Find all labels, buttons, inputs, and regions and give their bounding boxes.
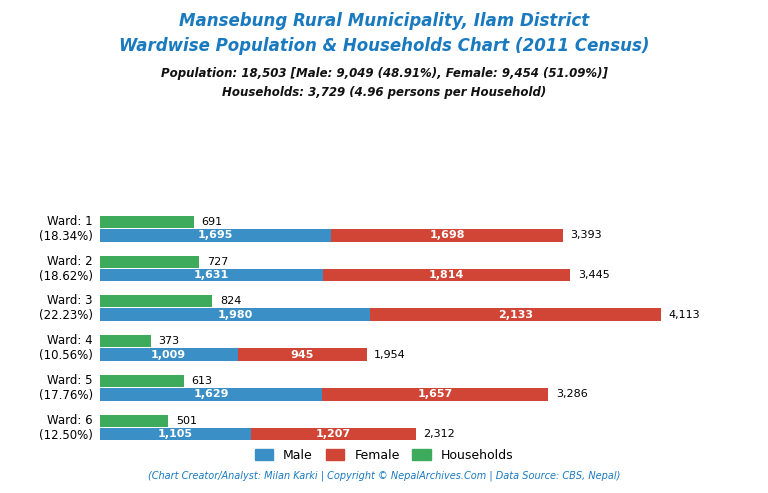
Text: 945: 945 xyxy=(290,350,314,359)
Text: 2,133: 2,133 xyxy=(498,310,533,320)
Bar xyxy=(100,269,323,282)
Text: 1,954: 1,954 xyxy=(374,350,406,359)
Text: 373: 373 xyxy=(158,336,180,346)
Bar xyxy=(370,309,661,321)
Bar xyxy=(323,388,548,401)
Text: 1,695: 1,695 xyxy=(198,230,233,241)
Text: 727: 727 xyxy=(207,256,228,267)
Text: 613: 613 xyxy=(191,376,212,386)
Bar xyxy=(237,348,366,361)
Text: 1,009: 1,009 xyxy=(151,350,187,359)
Text: 824: 824 xyxy=(220,296,241,306)
Text: Population: 18,503 [Male: 9,049 (48.91%), Female: 9,454 (51.09%)]: Population: 18,503 [Male: 9,049 (48.91%)… xyxy=(161,67,607,79)
Text: 2,312: 2,312 xyxy=(423,429,455,439)
Bar xyxy=(100,375,184,387)
Text: Wardwise Population & Households Chart (2011 Census): Wardwise Population & Households Chart (… xyxy=(119,37,649,55)
Text: 1,980: 1,980 xyxy=(217,310,253,320)
Text: 501: 501 xyxy=(176,416,197,425)
Bar xyxy=(100,388,323,401)
Text: 1,207: 1,207 xyxy=(316,429,351,439)
Bar xyxy=(100,348,237,361)
Bar xyxy=(100,309,370,321)
Text: 1,698: 1,698 xyxy=(429,230,465,241)
Bar xyxy=(100,428,250,440)
Text: 3,445: 3,445 xyxy=(578,270,610,280)
Bar xyxy=(100,295,212,307)
Text: 1,105: 1,105 xyxy=(157,429,193,439)
Bar xyxy=(100,335,151,347)
Text: Mansebung Rural Municipality, Ilam District: Mansebung Rural Municipality, Ilam Distr… xyxy=(179,12,589,31)
Bar xyxy=(331,229,563,242)
Legend: Male, Female, Households: Male, Female, Households xyxy=(250,444,518,467)
Bar xyxy=(100,216,194,228)
Text: 4,113: 4,113 xyxy=(669,310,700,320)
Text: 3,286: 3,286 xyxy=(556,389,588,399)
Text: 1,631: 1,631 xyxy=(194,270,229,280)
Bar xyxy=(323,269,570,282)
Text: 1,629: 1,629 xyxy=(194,389,229,399)
Text: 3,393: 3,393 xyxy=(571,230,602,241)
Text: Households: 3,729 (4.96 persons per Household): Households: 3,729 (4.96 persons per Hous… xyxy=(222,86,546,99)
Text: 1,657: 1,657 xyxy=(418,389,453,399)
Bar xyxy=(100,256,199,268)
Text: 1,814: 1,814 xyxy=(429,270,464,280)
Bar xyxy=(250,428,415,440)
Bar xyxy=(100,229,331,242)
Bar xyxy=(100,415,168,426)
Text: (Chart Creator/Analyst: Milan Karki | Copyright © NepalArchives.Com | Data Sourc: (Chart Creator/Analyst: Milan Karki | Co… xyxy=(147,470,621,481)
Text: 691: 691 xyxy=(202,217,223,227)
